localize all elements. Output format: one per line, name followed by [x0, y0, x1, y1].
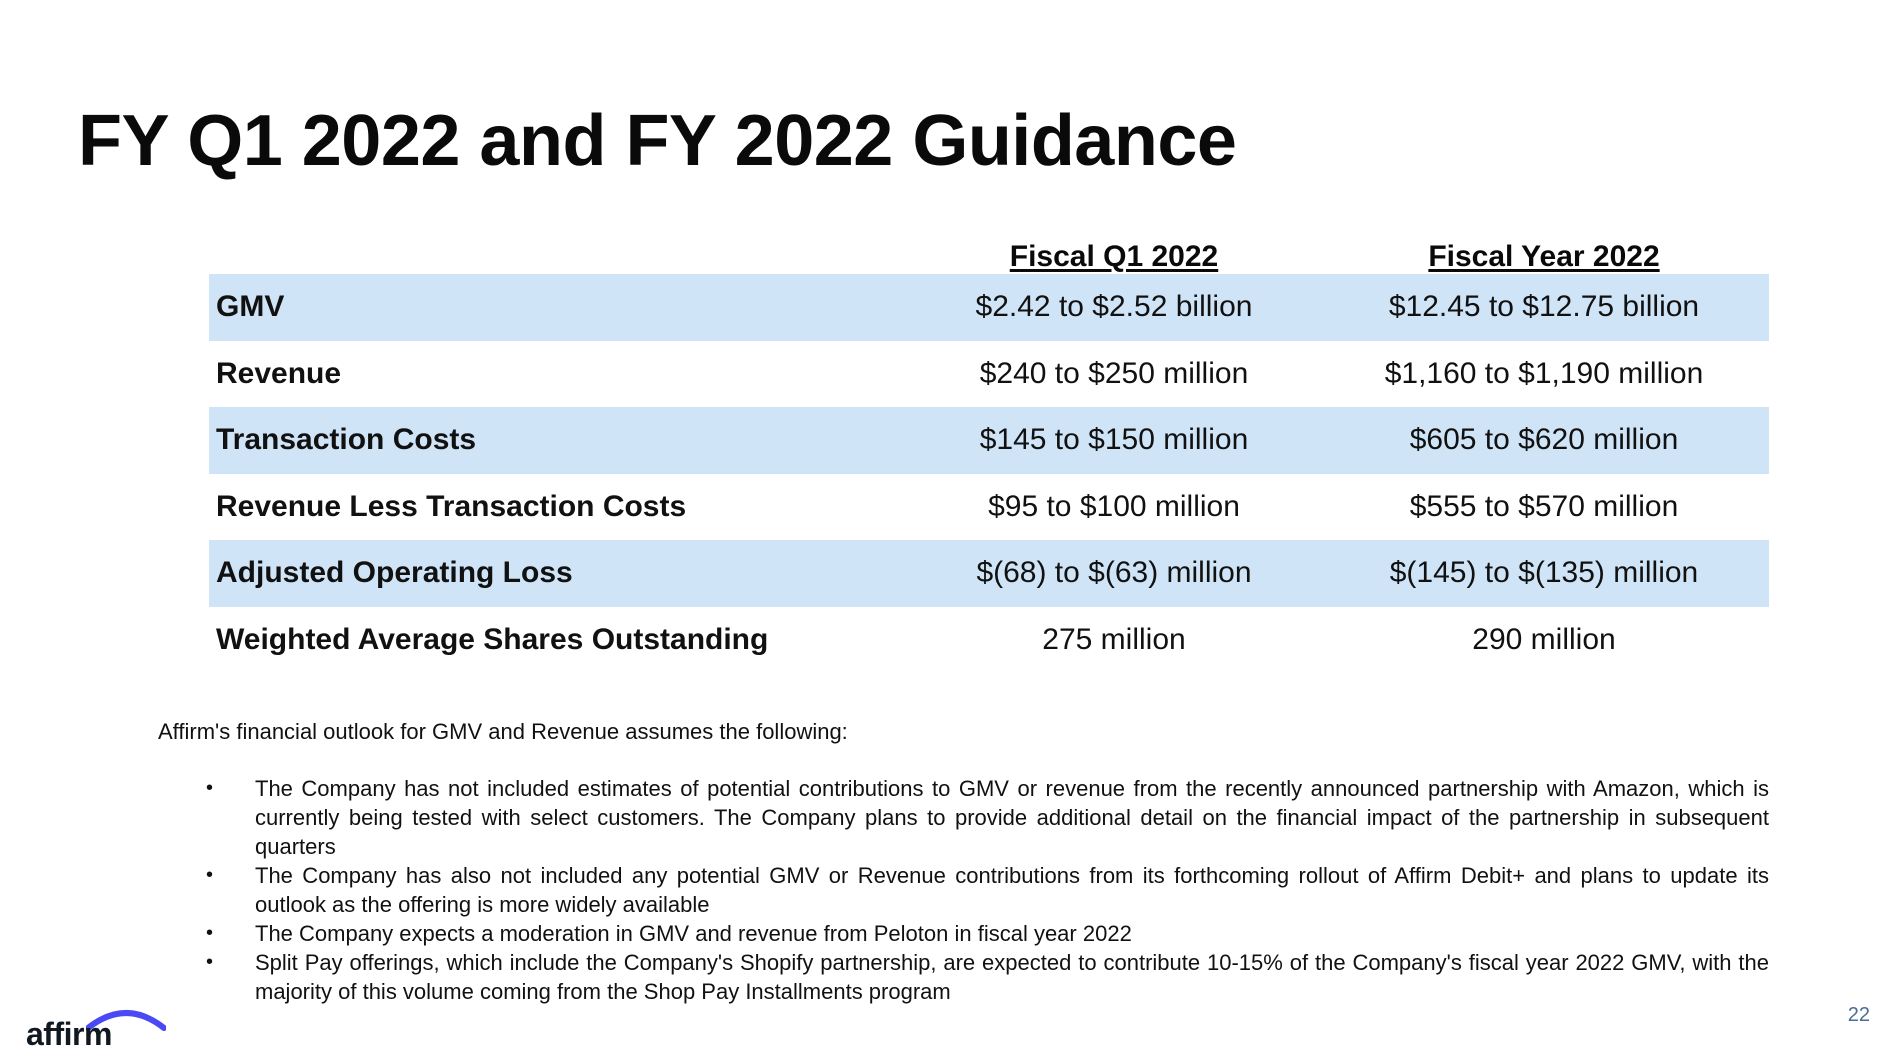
- table-row-adjusted-operating-loss: Adjusted Operating Loss $(68) to $(63) m…: [209, 540, 1769, 607]
- list-item-text: Split Pay offerings, which include the C…: [255, 950, 1769, 1004]
- list-item: • The Company expects a moderation in GM…: [200, 919, 1769, 948]
- bullet-icon: •: [206, 864, 214, 886]
- fy-value: $605 to $620 million: [1319, 407, 1769, 474]
- table-row-gmv: GMV $2.42 to $2.52 billion $12.45 to $12…: [209, 274, 1769, 341]
- page-number: 22: [1847, 1004, 1870, 1026]
- column-header-fiscal-year: Fiscal Year 2022: [1428, 240, 1660, 273]
- list-item: • Split Pay offerings, which include the…: [200, 948, 1769, 1006]
- bullet-icon: •: [206, 777, 214, 799]
- column-header-fiscal-q1: Fiscal Q1 2022: [1009, 240, 1219, 273]
- fy-value: $555 to $570 million: [1409, 489, 1679, 523]
- row-label: GMV: [209, 274, 909, 341]
- q1-value: $145 to $150 million: [909, 407, 1319, 474]
- table-header-row: Fiscal Q1 2022 Fiscal Year 2022: [209, 234, 1769, 274]
- guidance-table: Fiscal Q1 2022 Fiscal Year 2022 GMV $2.4…: [209, 234, 1769, 673]
- list-item: • The Company has not included estimates…: [200, 774, 1769, 861]
- row-label: Weighted Average Shares Outstanding: [216, 622, 769, 656]
- row-label: Revenue: [216, 356, 342, 390]
- list-item-text: The Company has also not included any po…: [255, 863, 1769, 917]
- logo-wordmark: affirm: [26, 1016, 112, 1052]
- fy-value: 290 million: [1472, 622, 1616, 656]
- row-label: Revenue Less Transaction Costs: [216, 489, 687, 523]
- q1-value: $95 to $100 million: [988, 489, 1240, 523]
- column-header-metric: [209, 234, 909, 274]
- fy-value: $1,160 to $1,190 million: [1384, 356, 1704, 390]
- bullet-icon: •: [206, 922, 214, 944]
- assumptions-intro: Affirm's financial outlook for GMV and R…: [158, 719, 848, 744]
- logo-arc-icon: [86, 1010, 166, 1031]
- table-row-revenue-less-transaction-costs: Revenue Less Transaction Costs $95 to $1…: [209, 474, 1769, 541]
- q1-value: $2.42 to $2.52 billion: [909, 274, 1319, 341]
- q1-value: $240 to $250 million: [979, 356, 1249, 390]
- table-row-weighted-average-shares: Weighted Average Shares Outstanding 275 …: [209, 607, 1769, 674]
- table-row-transaction-costs: Transaction Costs $145 to $150 million $…: [209, 407, 1769, 474]
- assumptions-list: • The Company has not included estimates…: [200, 774, 1769, 1006]
- affirm-logo: affirm: [26, 1002, 166, 1052]
- page-title: FY Q1 2022 and FY 2022 Guidance: [78, 101, 1237, 181]
- list-item-text: The Company expects a moderation in GMV …: [255, 921, 1132, 946]
- list-item: • The Company has also not included any …: [200, 861, 1769, 919]
- q1-value: 275 million: [1042, 622, 1186, 656]
- row-label: Transaction Costs: [209, 407, 909, 474]
- list-item-text: The Company has not included estimates o…: [255, 776, 1769, 859]
- fy-value: $12.45 to $12.75 billion: [1319, 274, 1769, 341]
- row-label: Adjusted Operating Loss: [209, 540, 909, 607]
- fy-value: $(145) to $(135) million: [1319, 540, 1769, 607]
- table-row-revenue: Revenue $240 to $250 million $1,160 to $…: [209, 341, 1769, 408]
- bullet-icon: •: [206, 951, 214, 973]
- q1-value: $(68) to $(63) million: [909, 540, 1319, 607]
